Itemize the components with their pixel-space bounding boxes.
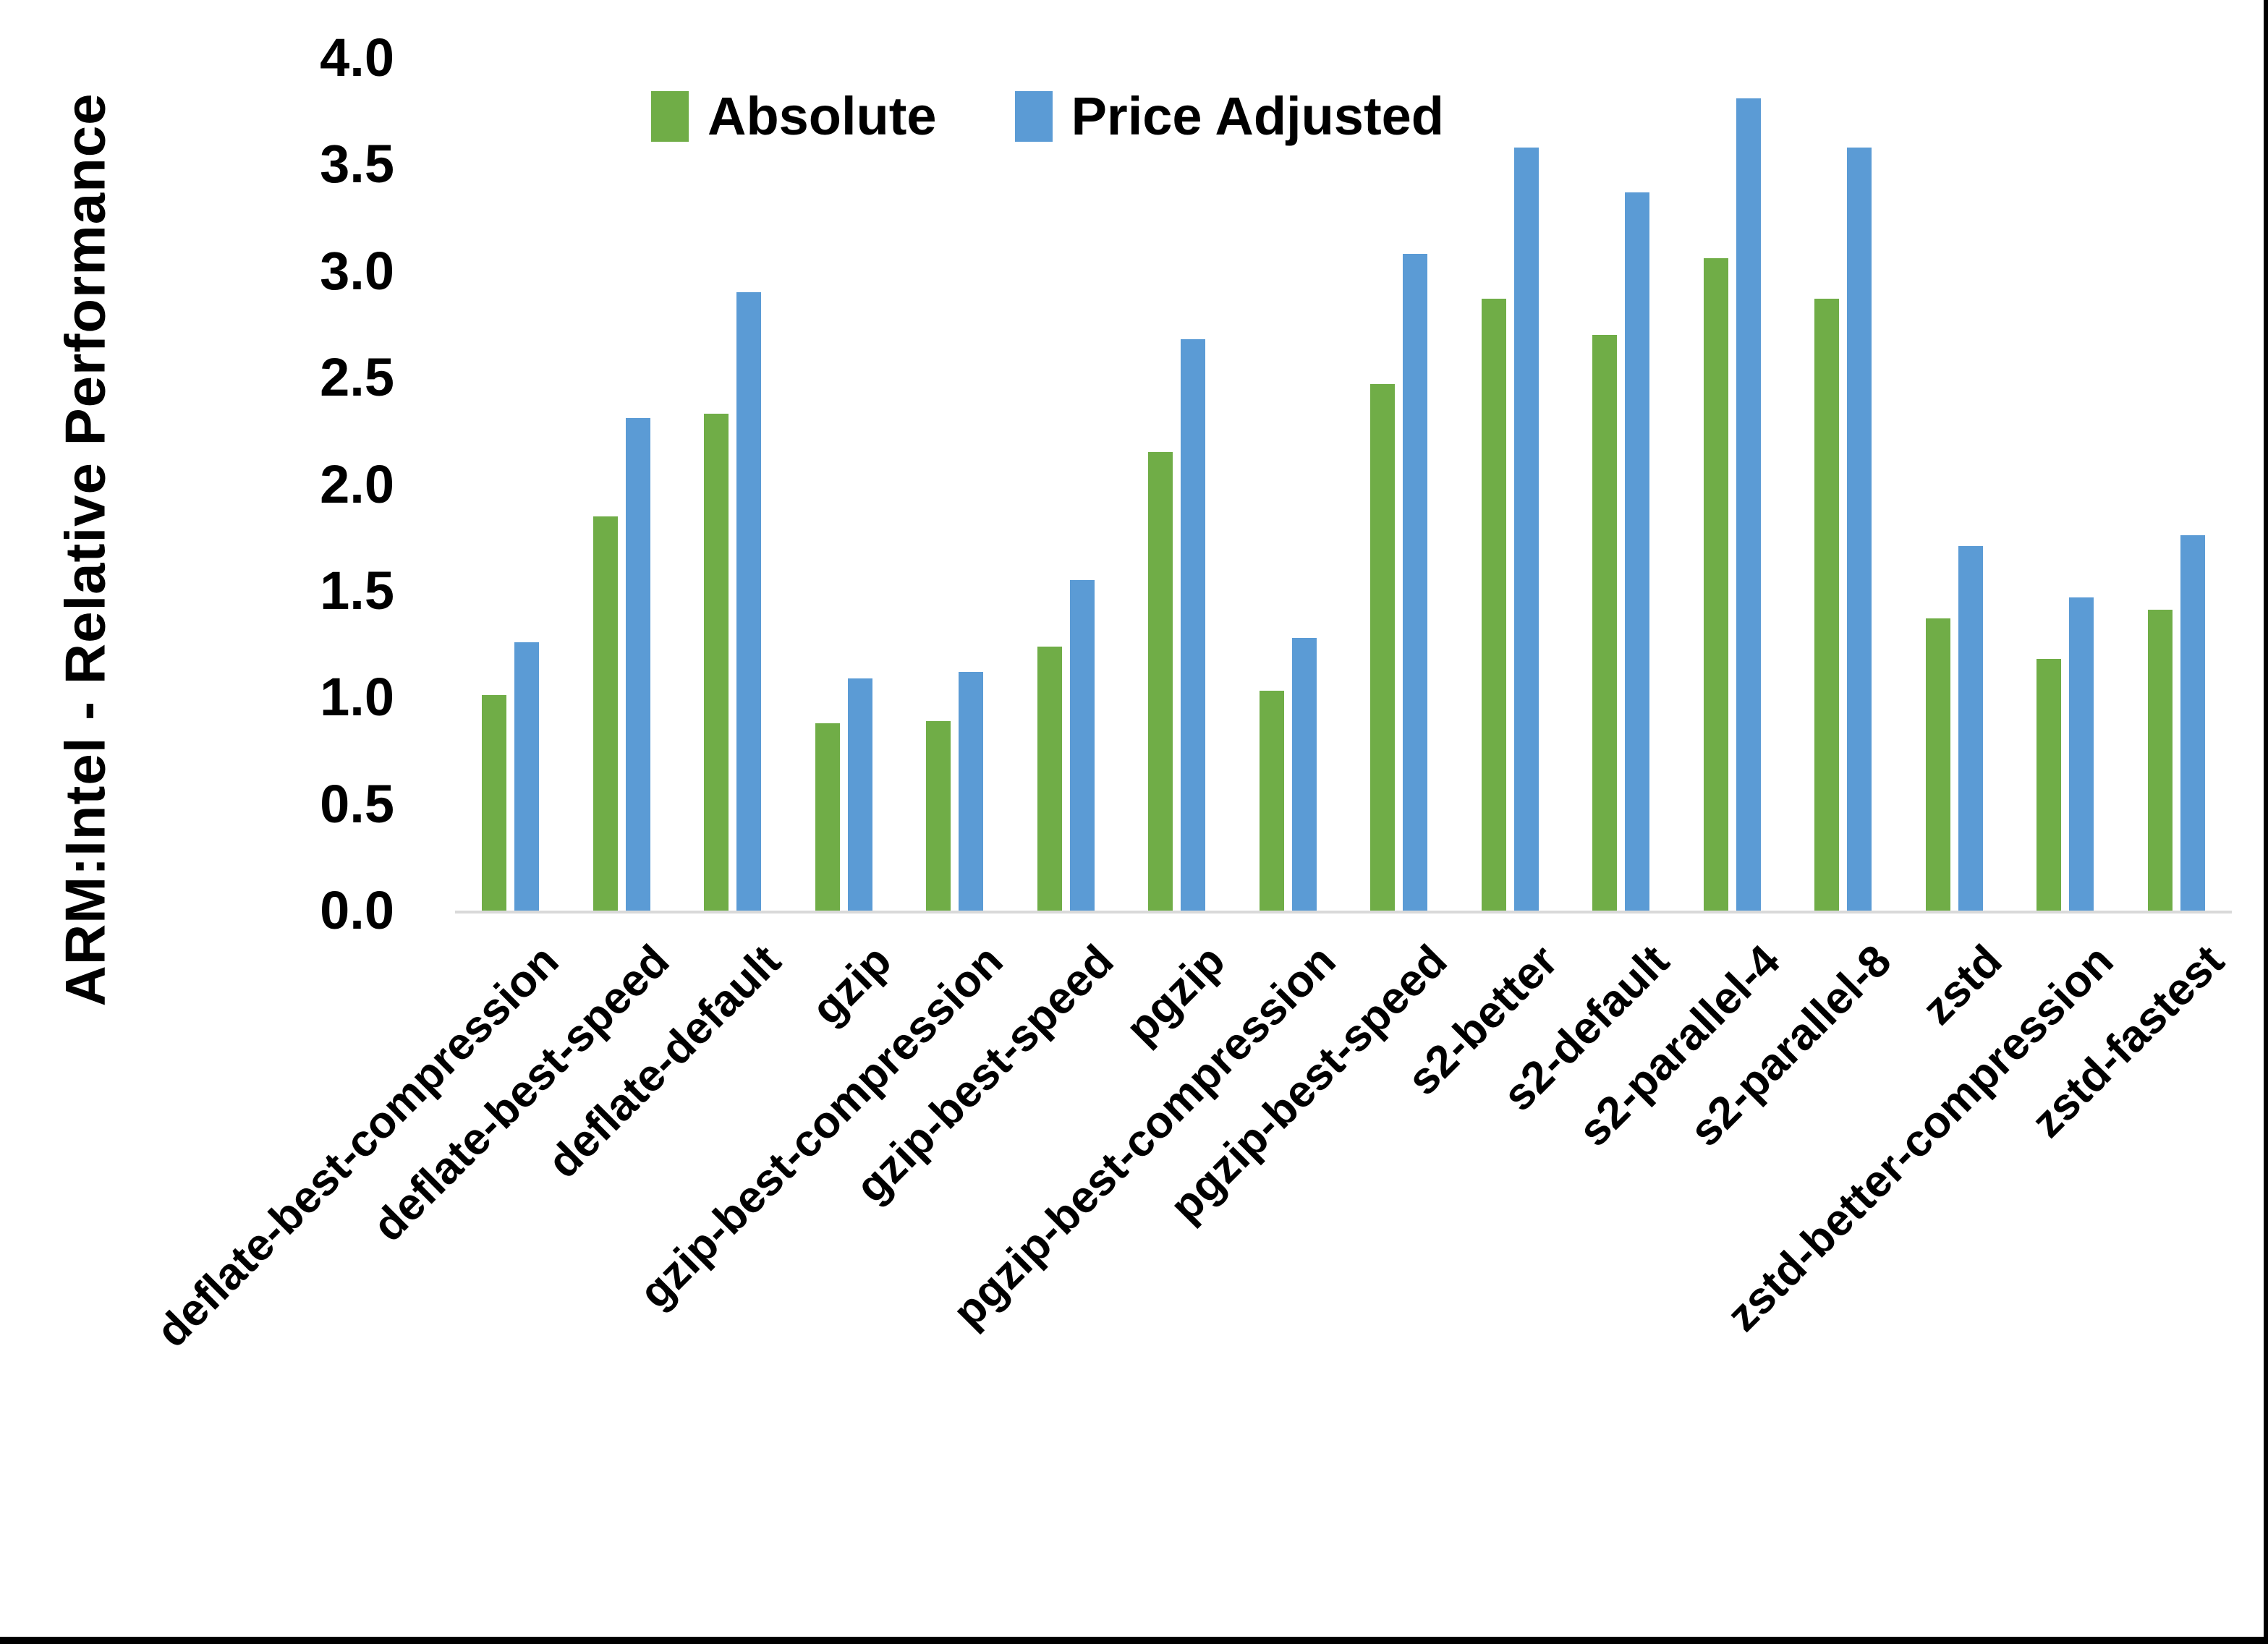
bar-absolute-zstd-better-compression <box>2036 659 2062 911</box>
bar-price-adjusted-gzip-best-compression <box>959 671 984 911</box>
bar-absolute-deflate-default <box>704 414 729 911</box>
bar-absolute-pgzip-best-speed <box>1370 383 1396 911</box>
y-tick-label: 4.0 <box>320 27 394 88</box>
bar-group-deflate-best-speed <box>566 58 678 911</box>
bar-price-adjusted-gzip <box>847 678 872 911</box>
bar-group-s2-default <box>1566 58 1677 911</box>
bar-price-adjusted-gzip-best-speed <box>1069 580 1095 911</box>
y-tick-label: 0.5 <box>320 773 394 834</box>
bar-absolute-zstd-fastest <box>2147 610 2173 911</box>
legend-item-price-adjusted: Price Adjusted <box>1014 85 1444 147</box>
bar-price-adjusted-s2-parallel-4 <box>1736 98 1761 911</box>
bar-price-adjusted-pgzip-best-speed <box>1403 254 1428 911</box>
legend: Absolute Price Adjusted <box>651 85 1444 147</box>
bar-group-pgzip-best-speed <box>1343 58 1455 911</box>
bar-group-s2-better <box>1455 58 1566 911</box>
bar-group-deflate-default <box>677 58 789 911</box>
absolute-series-swatch-icon <box>651 90 689 142</box>
bar-group-deflate-best-compression <box>455 58 566 911</box>
y-tick-label: 2.0 <box>320 453 394 514</box>
bar-group-gzip-best-speed <box>1011 58 1122 911</box>
bar-price-adjusted-pgzip-best-compression <box>1291 637 1317 911</box>
y-tick-label: 2.5 <box>320 347 394 408</box>
bar-absolute-deflate-best-compression <box>482 695 507 911</box>
bar-price-adjusted-zstd-better-compression <box>2069 597 2094 911</box>
legend-item-absolute: Absolute <box>651 85 937 147</box>
bar-price-adjusted-deflate-default <box>736 292 762 911</box>
bar-price-adjusted-pgzip <box>1181 339 1206 911</box>
bar-group-gzip <box>789 58 900 911</box>
x-axis-label-deflate-best-compression: deflate-best-compression <box>146 935 569 1358</box>
bar-price-adjusted-s2-default <box>1625 192 1650 911</box>
bar-absolute-gzip <box>815 723 840 911</box>
bar-price-adjusted-zstd <box>1958 545 1983 911</box>
bar-group-zstd <box>1899 58 2010 911</box>
bar-absolute-s2-better <box>1481 299 1506 911</box>
bar-absolute-gzip-best-compression <box>926 720 951 911</box>
bar-group-pgzip <box>1121 58 1233 911</box>
bar-absolute-pgzip <box>1148 452 1173 911</box>
y-axis-title: ARM:Intel - Relative Performance <box>53 93 117 1007</box>
legend-label-price-adjusted: Price Adjusted <box>1071 86 1444 146</box>
x-axis-label-gzip: gzip <box>802 935 901 1035</box>
bar-absolute-s2-parallel-8 <box>1814 299 1840 911</box>
price-adjusted-series-swatch-icon <box>1014 90 1053 142</box>
bar-absolute-zstd <box>1925 618 1950 911</box>
bar-absolute-s2-parallel-4 <box>1703 258 1728 911</box>
bar-price-adjusted-deflate-best-speed <box>625 418 650 911</box>
plot-area <box>455 58 2232 913</box>
bar-group-s2-parallel-8 <box>1788 58 1899 911</box>
bar-absolute-s2-default <box>1592 335 1618 911</box>
bar-absolute-pgzip-best-compression <box>1259 691 1284 911</box>
y-tick-label: 3.5 <box>320 134 394 195</box>
y-tick-label: 1.5 <box>320 560 394 621</box>
bar-group-pgzip-best-compression <box>1233 58 1344 911</box>
legend-label-absolute: Absolute <box>708 86 937 146</box>
x-axis-label-zstd: zstd <box>1913 935 2012 1035</box>
bar-group-zstd-fastest <box>2121 58 2233 911</box>
y-tick-label: 1.0 <box>320 667 394 728</box>
y-tick-label: 3.0 <box>320 240 394 301</box>
bar-price-adjusted-zstd-fastest <box>2180 535 2205 911</box>
bar-price-adjusted-s2-better <box>1513 147 1539 911</box>
bar-price-adjusted-deflate-best-compression <box>514 642 540 911</box>
bar-group-s2-parallel-4 <box>1677 58 1788 911</box>
bar-price-adjusted-s2-parallel-8 <box>1847 147 1872 911</box>
y-tick-label: 0.0 <box>320 880 394 940</box>
bar-absolute-deflate-best-speed <box>593 516 618 911</box>
screenshot-bottom-border <box>0 1637 2268 1644</box>
screenshot-right-border <box>2264 0 2268 1644</box>
x-axis-label-zstd-fastest: zstd-fastest <box>2022 935 2234 1148</box>
bar-group-zstd-better-compression <box>2010 58 2121 911</box>
bar-absolute-gzip-best-speed <box>1037 646 1062 911</box>
bar-group-gzip-best-compression <box>899 58 1011 911</box>
